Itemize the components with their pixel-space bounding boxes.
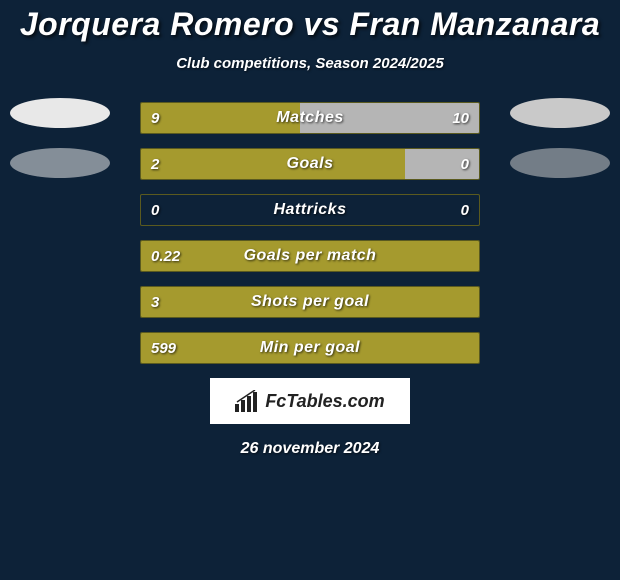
bar-label: Hattricks [141,195,479,225]
bar-row: 0 Hattricks 0 [140,194,480,226]
bar-value-right: 0 [461,195,469,225]
bar-row: 3 Shots per goal [140,286,480,318]
player-left-ellipse-2 [10,148,110,178]
bar-label: Min per goal [141,333,479,363]
page-title: Jorquera Romero vs Fran Manzanara [0,0,620,43]
player-right-ellipse-1 [510,98,610,128]
date-text: 26 november 2024 [0,440,620,458]
bar-label: Goals [141,149,479,179]
bars-container: 9 Matches 10 2 Goals 0 0 Hattricks 0 0.2… [140,102,480,364]
player-right-markers [510,98,610,198]
bar-row: 9 Matches 10 [140,102,480,134]
bar-value-right: 10 [452,103,469,133]
player-right-ellipse-2 [510,148,610,178]
fctables-logo: FcTables.com [210,378,410,424]
bar-row: 599 Min per goal [140,332,480,364]
bar-row: 0.22 Goals per match [140,240,480,272]
bar-value-right: 0 [461,149,469,179]
bar-label: Shots per goal [141,287,479,317]
subtitle: Club competitions, Season 2024/2025 [0,55,620,72]
logo-text: FcTables.com [265,391,384,412]
comparison-chart: 9 Matches 10 2 Goals 0 0 Hattricks 0 0.2… [0,102,620,458]
bar-label: Goals per match [141,241,479,271]
chart-icon [235,390,261,412]
player-left-markers [10,98,110,198]
bar-label: Matches [141,103,479,133]
bar-row: 2 Goals 0 [140,148,480,180]
player-left-ellipse-1 [10,98,110,128]
